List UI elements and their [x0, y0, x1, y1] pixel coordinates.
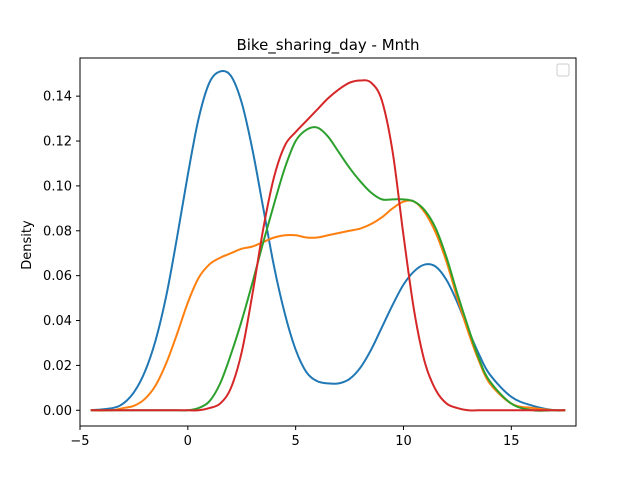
x-tick-label: 10	[395, 434, 412, 449]
x-tick-label: 0	[184, 434, 192, 449]
density-line-1	[90, 69, 566, 412]
series-layer	[90, 69, 566, 412]
y-tick-label: 0.12	[43, 135, 72, 150]
density-line-2	[90, 199, 566, 412]
chart-title: Bike_sharing_day - Mnth	[236, 36, 419, 55]
legend	[556, 63, 570, 77]
x-tick-label: 15	[503, 434, 520, 449]
y-tick-label: 0.14	[43, 90, 72, 105]
axes-layer: −5 0 5 10 15 0.00 0.02 0.04 0.06 0.08 0.10 0.12 0.14	[43, 57, 577, 449]
plot-frame	[79, 57, 577, 427]
y-tick-label: 0.00	[43, 404, 72, 419]
y-axis-label: Density	[20, 220, 35, 270]
y-tick-label: 0.04	[43, 314, 72, 329]
y-tick-label: 0.02	[43, 359, 72, 374]
density-line-4	[90, 79, 566, 412]
x-tick-label: −5	[70, 434, 89, 449]
x-tick-label: 5	[292, 434, 300, 449]
y-tick-label: 0.10	[43, 179, 72, 194]
y-tick-label: 0.06	[43, 269, 72, 284]
y-tick-label: 0.08	[43, 224, 72, 239]
density-line-3	[90, 126, 566, 412]
